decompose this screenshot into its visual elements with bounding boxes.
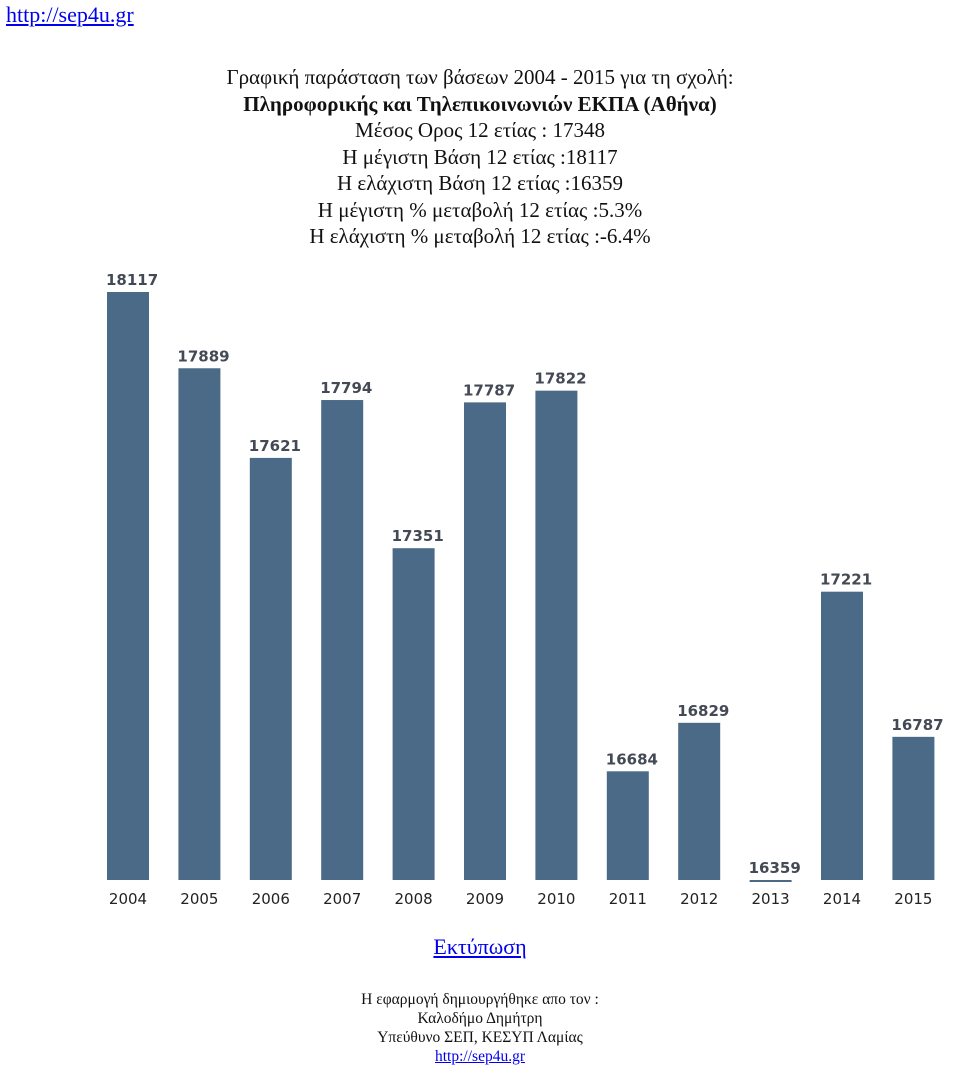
bar-value-label: 16787: [891, 716, 943, 734]
bar-value-label: 16684: [606, 750, 658, 768]
min-change-stat: Η ελάχιστη % μεταβολή 12 ετίας :-6.4%: [309, 224, 651, 248]
average-stat: Μέσος Ορος 12 ετίας : 17348: [355, 118, 605, 142]
footer: Η εφαρμογή δημιουργήθηκε απο τον : Καλοδ…: [0, 990, 960, 1066]
chart-title: Γραφική παράσταση των βάσεων 2004 - 2015…: [226, 65, 734, 89]
max-change-stat: Η μέγιστη % μεταβολή 12 ετίας :5.3%: [317, 197, 643, 222]
bar-2011: [606, 771, 649, 880]
x-tick-label: 2007: [323, 890, 361, 908]
bar-2008: [392, 548, 435, 880]
bar-2009: [464, 402, 506, 880]
print-link[interactable]: Εκτύπωση: [433, 934, 527, 959]
footer-author: Καλοδήμο Δημήτρη: [417, 1010, 543, 1027]
x-tick-label: 2015: [894, 890, 932, 908]
bar-chart: 18117 2004 17889 2005 17621 2006 17794 2007 1735…: [106, 271, 944, 908]
bar-value-label: 16829: [677, 702, 729, 720]
x-tick-label: 2006: [252, 890, 290, 908]
chart-header: Γραφική παράσταση των βάσεων 2004 - 2015…: [0, 64, 960, 250]
bar-value-label: 17221: [820, 571, 872, 589]
bar-value-label: 16359: [749, 859, 801, 877]
bar-value-label: 18117: [106, 271, 158, 289]
footer-site-link[interactable]: http://sep4u.gr: [435, 1048, 525, 1065]
bar-2012: [678, 722, 721, 880]
bar-2005: [178, 368, 221, 880]
x-tick-label: 2014: [823, 890, 861, 908]
bar-2015: [892, 736, 935, 880]
x-tick-label: 2012: [680, 890, 718, 908]
site-link-top[interactable]: http://sep4u.gr: [6, 2, 134, 27]
x-tick-label: 2004: [109, 890, 147, 908]
x-tick-label: 2011: [609, 890, 647, 908]
footer-credit: Η εφαρμογή δημιουργήθηκε απο τον :: [361, 991, 599, 1008]
x-tick-label: 2010: [537, 890, 575, 908]
print-link-container: Εκτύπωση: [0, 934, 960, 960]
bar-value-label: 17621: [249, 437, 301, 455]
x-tick-label: 2013: [752, 890, 790, 908]
bar-value-label: 17787: [463, 381, 515, 399]
footer-role: Υπεύθυνο ΣΕΠ, ΚΕΣΥΠ Λαμίας: [377, 1029, 583, 1046]
x-tick-label: 2008: [395, 890, 433, 908]
min-stat: Η ελάχιστη Βάση 12 ετίας :16359: [336, 171, 623, 195]
bar-value-label: 17351: [392, 527, 444, 545]
bar-2014: [821, 591, 863, 880]
bar-2004: [107, 292, 149, 880]
x-tick-label: 2005: [180, 890, 218, 908]
x-tick-label: 2009: [466, 890, 504, 908]
school-name: Πληροφορικής και Τηλεπικοινωνιών ΕΚΠΑ (Α…: [243, 91, 717, 116]
bar-2007: [321, 400, 364, 880]
bar-value-label: 17794: [320, 379, 372, 397]
bar-value-label: 17889: [177, 347, 229, 365]
max-stat: Η μέγιστη Βάση 12 ετίας :18117: [342, 144, 618, 169]
bar-value-label: 17822: [534, 370, 586, 388]
bar-2010: [535, 390, 578, 880]
bar-2013: [749, 880, 792, 882]
bar-2006: [249, 457, 292, 880]
